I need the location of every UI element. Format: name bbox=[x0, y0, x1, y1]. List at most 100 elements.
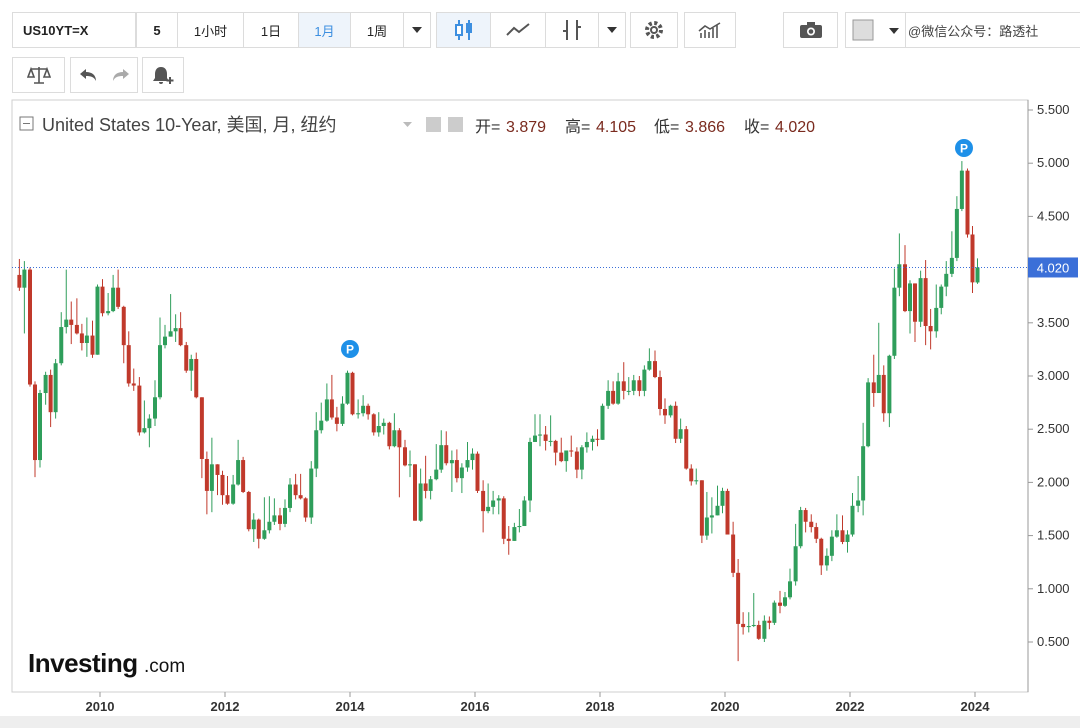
x-tick-label: 2016 bbox=[461, 699, 490, 714]
candle-body bbox=[231, 484, 236, 504]
interval-button[interactable]: 1小时 bbox=[177, 12, 244, 48]
x-tick-label: 2024 bbox=[961, 699, 991, 714]
interval-button[interactable]: 5 bbox=[136, 12, 178, 48]
ohlc-label: 开= bbox=[475, 119, 500, 136]
ohlc-value: 4.020 bbox=[775, 119, 815, 136]
compare-button[interactable] bbox=[12, 57, 65, 93]
candle-body bbox=[147, 418, 152, 429]
candle-body bbox=[121, 306, 126, 346]
candle-button[interactable] bbox=[436, 12, 491, 48]
candle-body bbox=[584, 441, 589, 448]
candle-body bbox=[48, 374, 53, 413]
redo-icon bbox=[112, 69, 129, 81]
candle-body bbox=[403, 447, 407, 466]
candle-body bbox=[22, 269, 27, 288]
candle-body bbox=[856, 500, 861, 506]
x-tick-label: 2012 bbox=[211, 699, 240, 714]
candle-body bbox=[100, 286, 105, 314]
line-button[interactable] bbox=[490, 12, 546, 48]
candle-body bbox=[95, 286, 100, 355]
candle-body bbox=[528, 441, 532, 501]
candle-body bbox=[590, 438, 595, 442]
candle-body bbox=[314, 430, 319, 469]
x-tick-label: 2022 bbox=[836, 699, 865, 714]
candle-body bbox=[923, 278, 928, 326]
settings-icon[interactable] bbox=[448, 117, 463, 132]
dropdown-button[interactable] bbox=[403, 12, 431, 48]
candle-body bbox=[288, 484, 292, 508]
candle-body bbox=[579, 447, 584, 470]
candle-body bbox=[543, 434, 548, 441]
candle-body bbox=[887, 355, 892, 414]
candle-body bbox=[33, 384, 37, 461]
candle-body bbox=[637, 380, 642, 391]
candle-body bbox=[897, 264, 902, 288]
candle-body bbox=[434, 469, 439, 480]
candle-body bbox=[600, 405, 605, 440]
candle-body bbox=[116, 287, 121, 307]
watermark: @微信公众号：路透社 bbox=[905, 12, 1080, 48]
y-tick-label: 3.000 bbox=[1037, 368, 1070, 383]
candle-body bbox=[381, 422, 386, 427]
candle-body bbox=[715, 505, 720, 516]
undo-redo[interactable] bbox=[70, 57, 138, 93]
candle-body bbox=[626, 390, 631, 392]
candle-body bbox=[215, 464, 220, 475]
icon bbox=[153, 67, 174, 84]
alert-button[interactable] bbox=[142, 57, 184, 93]
candle-body bbox=[918, 278, 923, 322]
candle-body bbox=[496, 498, 501, 501]
y-tick-label: 2.000 bbox=[1037, 474, 1070, 489]
candle-body bbox=[142, 428, 147, 433]
dropdown-button[interactable] bbox=[598, 12, 626, 48]
visibility-icon[interactable] bbox=[426, 117, 441, 132]
settings-button[interactable] bbox=[630, 12, 678, 48]
candle-body bbox=[225, 495, 230, 504]
snapshot-button[interactable] bbox=[783, 12, 838, 48]
interval-button[interactable]: 1周 bbox=[350, 12, 404, 48]
candle-body bbox=[783, 597, 787, 606]
ohlc-label: 高= bbox=[565, 118, 590, 136]
candle-body bbox=[731, 534, 736, 573]
candle-body bbox=[309, 468, 314, 518]
color-button[interactable] bbox=[845, 12, 906, 48]
candle-body bbox=[653, 361, 657, 378]
x-tick-label: 2020 bbox=[711, 699, 740, 714]
candle-body bbox=[631, 380, 636, 391]
candle-body bbox=[470, 453, 475, 461]
candle-body bbox=[517, 526, 522, 528]
logo-suffix: .com bbox=[144, 656, 185, 677]
candle-body bbox=[329, 399, 334, 418]
candle-body bbox=[668, 405, 673, 416]
undo-icon bbox=[79, 69, 96, 81]
candle-body bbox=[684, 429, 689, 469]
candle-body bbox=[975, 267, 980, 283]
candle-body bbox=[553, 440, 558, 453]
candle-body bbox=[564, 450, 569, 462]
chart-title: United States 10-Year, 美国, 月, 纽约 bbox=[42, 115, 336, 135]
candle-body bbox=[949, 257, 954, 274]
y-tick-label: 0.500 bbox=[1037, 634, 1070, 649]
candle-body bbox=[788, 581, 792, 598]
bar-button[interactable] bbox=[545, 12, 599, 48]
candle-body bbox=[829, 536, 834, 556]
candle-body bbox=[392, 430, 397, 447]
icon bbox=[799, 22, 822, 38]
x-tick-label: 2018 bbox=[586, 699, 615, 714]
candle-body bbox=[538, 434, 542, 436]
candle-body bbox=[408, 464, 412, 466]
candle-body bbox=[756, 624, 761, 639]
symbol-input[interactable]: US10YT=X bbox=[12, 12, 136, 48]
candle-body bbox=[413, 464, 417, 521]
event-marker-label: P bbox=[960, 142, 968, 156]
candle-body bbox=[621, 381, 626, 391]
candle-body bbox=[481, 490, 486, 512]
candle-body bbox=[814, 527, 819, 539]
icon bbox=[698, 22, 721, 38]
candle-body bbox=[928, 325, 933, 332]
candle-body bbox=[876, 374, 881, 394]
candle-body bbox=[861, 446, 866, 501]
indicators-button[interactable] bbox=[684, 12, 736, 48]
icon bbox=[454, 20, 472, 40]
